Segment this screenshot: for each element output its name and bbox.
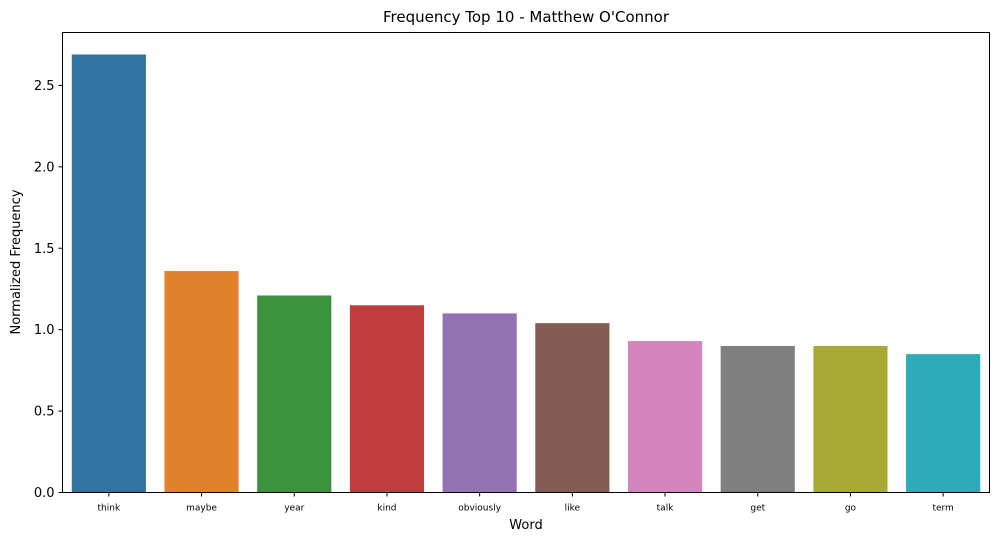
x-tick-label: go: [845, 504, 857, 514]
y-tick-label: 1.5: [34, 242, 55, 257]
x-tick-label: like: [565, 504, 581, 514]
bar-get: [720, 345, 795, 493]
x-axis: think maybe year kind obviously like talk get go…: [98, 492, 954, 514]
chart-title: Frequency Top 10 - Matthew O'Connor: [383, 8, 670, 26]
x-tick-label: think: [98, 504, 121, 514]
x-tick-label: year: [284, 504, 304, 514]
bar-term: [906, 354, 981, 493]
x-tick-label: talk: [657, 504, 675, 514]
bar-kind: [349, 305, 425, 493]
x-axis-label: Word: [509, 518, 542, 533]
plot-frame: [62, 32, 990, 493]
y-axis-label: Normalized Frequency: [9, 189, 24, 334]
y-tick-label: 2.0: [34, 160, 55, 175]
y-tick-label: 0.5: [34, 405, 55, 420]
x-tick-label: maybe: [186, 504, 217, 514]
bars-group: [71, 54, 981, 493]
x-tick-label: get: [750, 504, 765, 514]
x-tick-label: kind: [377, 504, 396, 514]
y-axis: 0.0 0.5 1.0 1.5 2.0 2.5: [34, 79, 63, 501]
bar-like: [535, 323, 610, 493]
bar-year: [257, 295, 332, 493]
bar-go: [813, 345, 888, 493]
y-tick-label: 2.5: [34, 79, 55, 94]
bar-maybe: [164, 271, 239, 493]
y-tick-label: 0.0: [34, 486, 55, 501]
bar-think: [71, 54, 146, 493]
bar-talk: [627, 341, 703, 493]
x-tick-label: term: [932, 504, 953, 514]
x-tick-label: obviously: [458, 504, 501, 514]
y-tick-label: 1.0: [34, 323, 55, 338]
bar-obviously: [442, 313, 517, 493]
